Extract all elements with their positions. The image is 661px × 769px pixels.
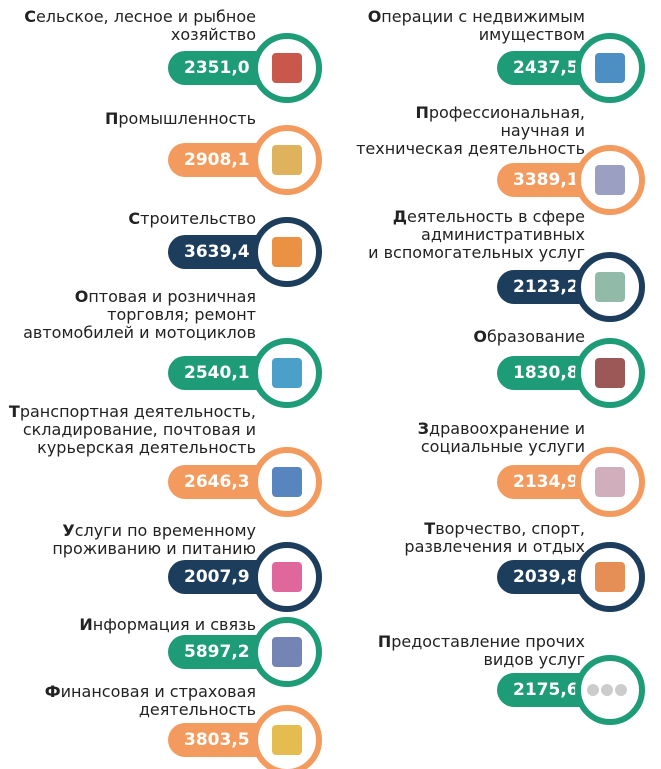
icon-circle [575,447,645,517]
icon [272,562,302,592]
label-line: Промышленность [104,109,256,128]
icon-dot [601,684,613,696]
label-line: Операции с недвижимым [367,7,585,26]
label-line: техническая деятельность [356,139,585,158]
label-line: Деятельность в сфере [392,207,585,226]
icon [272,725,302,755]
icon [272,637,302,667]
label-line: Профессиональная, [415,103,585,122]
label-line: Образование [473,327,585,346]
label-line: Здравоохранение и [417,419,585,438]
label-line: административных [421,225,585,244]
label-line: социальные услуги [420,437,585,456]
icon-circle [575,33,645,103]
label-line: развлечения и отдых [404,537,585,556]
label-line: Финансовая и страховая [44,682,256,701]
icon-circle [252,125,322,195]
icon-circle [252,447,322,517]
icon-dot [615,684,627,696]
item-label: Предоставление прочих видов услуг [378,633,585,669]
icon [595,358,625,388]
label-line: Предоставление прочих [377,632,585,651]
item-label: Транспортная деятельность, складирование,… [9,403,256,457]
label-line: автомобилей и мотоциклов [23,323,256,342]
icon-circle [252,33,322,103]
icon [595,562,625,592]
icon [595,272,625,302]
icon-circle [252,705,322,769]
label-line: хозяйство [170,25,256,44]
item-label: Финансовая и страховая деятельность [45,683,256,719]
icon [272,237,302,267]
icon-dot [587,684,599,696]
icon-circle [252,338,322,408]
item-label: Творчество, спорт, развлечения и отдых [404,520,585,556]
icon-circle [575,145,645,215]
item-label: Сельское, лесное и рыбное хозяйство [24,8,256,44]
icon [272,358,302,388]
label-line: научная и [500,121,585,140]
icon [595,165,625,195]
icon [595,53,625,83]
label-line: Оптовая и розничная [74,287,256,306]
label-line: деятельность [138,700,256,719]
label-line: Услуги по временному [62,521,256,540]
item-label: Строительство [128,210,256,228]
icon-circle [575,542,645,612]
item-label: Услуги по временному проживанию и питанию [52,522,256,558]
item-label: Образование [473,328,585,346]
label-line: Информация и связь [79,615,256,634]
label-line: торговля; ремонт [107,305,256,324]
item-label: Промышленность [105,110,256,128]
item-label: Информация и связь [79,616,256,634]
icon-circle [252,217,322,287]
item-label: Здравоохранение и социальные услуги [418,420,585,456]
icon [272,145,302,175]
label-line: складирование, почтовая и [22,420,256,439]
label-line: Творчество, спорт, [424,519,585,538]
label-line: курьерская деятельность [37,438,256,457]
icon-circle [575,655,645,725]
icon-circle [575,338,645,408]
icon-circle [252,617,322,687]
item-label: Профессиональная, научная и техническая де… [356,104,585,158]
label-line: Сельское, лесное и рыбное [24,7,256,26]
icon [272,53,302,83]
label-line: Строительство [128,209,256,228]
label-line: Транспортная деятельность, [8,402,256,421]
item-label: Оптовая и розничная торговля; ремонт автом… [23,288,256,342]
label-line: и вспомогательных услуг [368,243,585,262]
label-line: имуществом [478,25,585,44]
item-label: Деятельность в сфере административных и вс… [368,208,585,262]
icon-circle [252,542,322,612]
icon-circle [575,252,645,322]
label-line: видов услуг [483,650,585,669]
item-label: Операции с недвижимым имуществом [368,8,585,44]
icon [272,467,302,497]
label-line: проживанию и питанию [52,539,256,558]
icon [595,467,625,497]
